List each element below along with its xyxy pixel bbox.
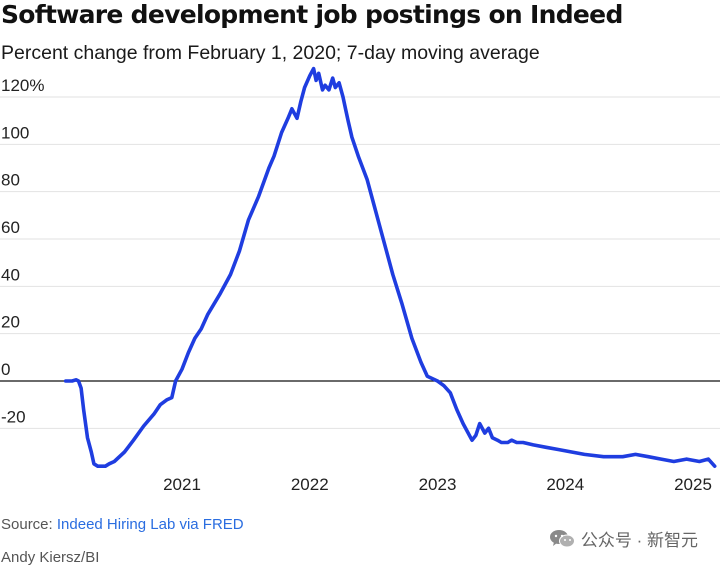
x-axis-ticks: 2021 2022 2023 2024 2025 [163,475,712,494]
source-note: Source: Indeed Hiring Lab via FRED [1,516,244,533]
x-tick-label: 2022 [291,475,329,494]
y-tick-label: 0 [1,360,10,379]
x-tick-label: 2025 [674,475,712,494]
y-tick-label: 20 [1,313,20,332]
series-layer [63,66,717,468]
y-tick-label: 100 [1,123,29,142]
y-axis-ticks: 120% 100 80 60 40 20 0 -20 [1,76,44,426]
watermark-text: 公众号 · 新智元 [580,531,698,550]
x-tick-label: 2023 [419,475,457,494]
source-prefix: Source: [1,516,57,533]
y-tick-label: 120% [1,76,44,95]
y-tick-label: 80 [1,171,20,190]
y-tick-label: -20 [1,407,26,426]
y-tick-label: 60 [1,218,20,237]
wechat-icon [549,529,575,547]
y-tick-label: 40 [1,265,20,284]
chart-subtitle: Percent change from February 1, 2020; 7-… [1,42,540,64]
x-tick-label: 2021 [163,475,201,494]
source-link[interactable]: Indeed Hiring Lab via FRED [56,516,244,533]
chart-title: Software development job postings on Ind… [1,0,623,29]
credit-note: Andy Kiersz/BI [1,549,100,566]
watermark: 公众号 · 新智元 [549,526,698,551]
x-tick-label: 2024 [546,475,584,494]
series-line [63,66,717,468]
line-chart: 120% 100 80 60 40 20 0 -20 2021 2022 2023 2024 2025 [0,66,720,494]
grid-layer [0,96,720,429]
